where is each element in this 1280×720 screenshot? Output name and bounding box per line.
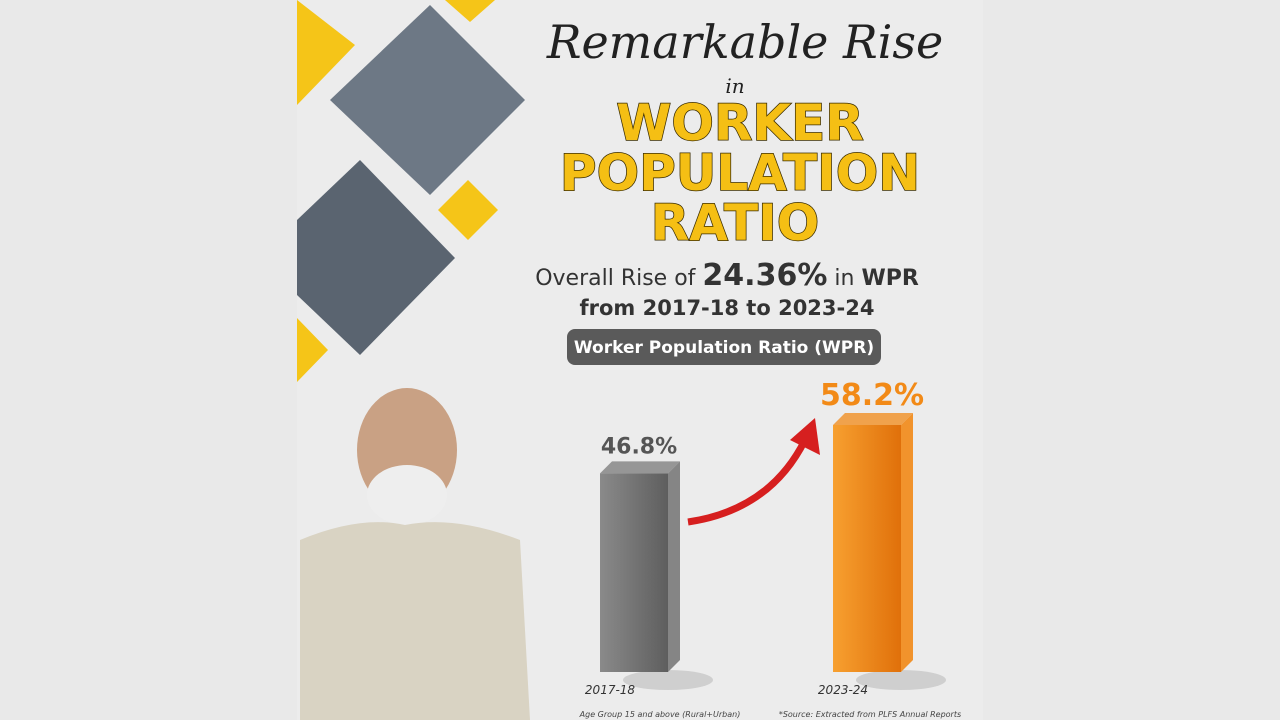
footnote: *Source: Extracted from PLFS Annual Repo…: [779, 710, 961, 719]
person-beard: [367, 465, 447, 525]
bar-side: [901, 413, 913, 672]
deco: [445, 0, 495, 22]
bar-shadow: [856, 670, 946, 690]
script-title: Remarkable Rise: [546, 15, 943, 69]
connector: in: [725, 74, 744, 98]
chart-title: Worker Population Ratio (WPR): [574, 338, 874, 358]
title-line: WORKER: [616, 94, 864, 152]
rise-prefix: Overall Rise of: [535, 266, 696, 291]
title-line: RATIO: [651, 194, 820, 252]
rise-arrow-head: [790, 418, 820, 455]
title-line: POPULATION: [560, 144, 920, 202]
rise-mid: in: [834, 266, 854, 291]
bar: [833, 425, 901, 672]
deco: [297, 318, 328, 382]
rise-suffix: WPR: [861, 266, 918, 291]
bars: 46.8% 2017-18 58.2% 2023-24: [585, 378, 946, 697]
rise-arrow: [687, 438, 809, 526]
value-label: 58.2%: [820, 378, 924, 413]
bar-top: [833, 413, 913, 425]
rise-value: 24.36%: [702, 258, 827, 293]
category-label: 2017-18: [585, 683, 636, 697]
bar-top: [600, 461, 680, 474]
photo-office: [330, 5, 525, 195]
person-body: [300, 522, 530, 720]
bar: [600, 473, 668, 672]
period: from 2017-18 to 2023-24: [580, 296, 875, 320]
deco: [297, 0, 355, 105]
category-label: 2023-24: [818, 683, 868, 697]
rise-line: Overall Rise of 24.36% in WPR: [535, 258, 919, 293]
bar-side: [668, 461, 680, 672]
chart-title-pill: [567, 329, 881, 365]
footnote: Age Group 15 and above (Rural+Urban): [579, 710, 741, 719]
photo-office: [297, 160, 455, 355]
deco: [438, 180, 498, 240]
bar-shadow: [623, 670, 713, 690]
value-label: 46.8%: [601, 434, 677, 459]
